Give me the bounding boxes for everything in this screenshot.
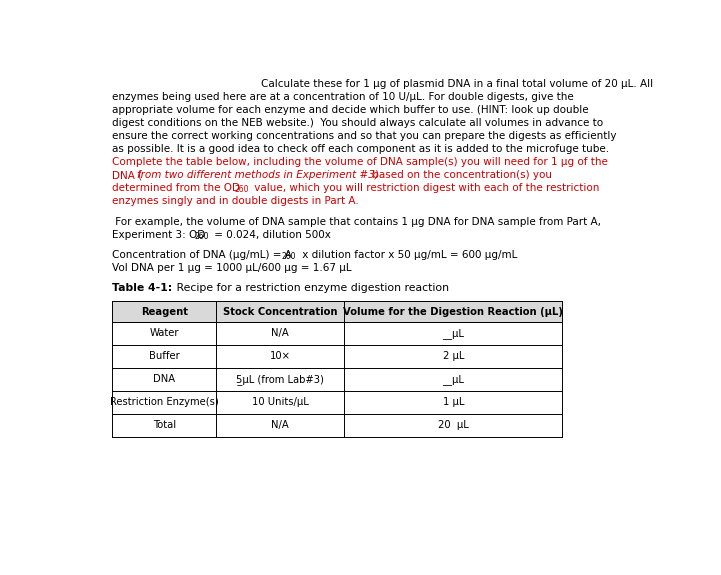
Text: Complete the table below, including the volume of DNA sample(s) you will need fo: Complete the table below, including the …	[112, 157, 609, 167]
Text: from two different methods in Experiment #3): from two different methods in Experiment…	[136, 170, 379, 180]
Text: 1 μL: 1 μL	[443, 397, 464, 407]
Text: Volume for the Digestion Reaction (μL): Volume for the Digestion Reaction (μL)	[343, 306, 563, 317]
Text: enzymes being used here are at a concentration of 10 U/μL. For double digests, g: enzymes being used here are at a concent…	[112, 92, 574, 102]
Text: Vol DNA per 1 μg = 1000 μL/600 μg = 1.67 μL: Vol DNA per 1 μg = 1000 μL/600 μg = 1.67…	[112, 263, 352, 273]
Text: Stock Concentration: Stock Concentration	[223, 306, 337, 317]
Text: DNA (: DNA (	[112, 170, 143, 180]
Text: appropriate volume for each enzyme and decide which buffer to use. (HINT: look u: appropriate volume for each enzyme and d…	[112, 105, 589, 115]
Text: Water: Water	[149, 328, 179, 338]
Text: Concentration of DNA (μg/mL) = A: Concentration of DNA (μg/mL) = A	[112, 250, 292, 260]
Text: 20  μL: 20 μL	[438, 420, 469, 431]
Text: enzymes singly and in double digests in Part A.: enzymes singly and in double digests in …	[112, 196, 359, 206]
Text: Table 4-1:: Table 4-1:	[112, 283, 173, 293]
Text: N/A: N/A	[271, 420, 289, 431]
Text: 260: 260	[195, 232, 209, 241]
Text: determined from the OD: determined from the OD	[112, 183, 241, 193]
Text: Reagent: Reagent	[141, 306, 187, 317]
Text: value, which you will restriction digest with each of the restriction: value, which you will restriction digest…	[251, 183, 599, 193]
Text: Calculate these for 1 μg of plasmid DNA in a final total volume of 20 μL. All: Calculate these for 1 μg of plasmid DNA …	[260, 79, 653, 89]
Text: x dilution factor x 50 μg/mL = 600 μg/mL: x dilution factor x 50 μg/mL = 600 μg/mL	[298, 250, 517, 260]
Bar	[112, 301, 562, 322]
Text: 10×: 10×	[270, 351, 291, 361]
Text: N/A: N/A	[271, 328, 289, 338]
Text: digest conditions on the NEB website.)  You should always calculate all volumes : digest conditions on the NEB website.) Y…	[112, 118, 603, 128]
Text: = 0.024, dilution 500x: = 0.024, dilution 500x	[211, 229, 331, 240]
Text: Recipe for a restriction enzyme digestion reaction: Recipe for a restriction enzyme digestio…	[173, 283, 449, 293]
Text: Experiment 3: OD: Experiment 3: OD	[112, 229, 205, 240]
Text: 260: 260	[234, 186, 249, 194]
Text: based on the concentration(s) you: based on the concentration(s) you	[369, 170, 552, 180]
Text: For example, the volume of DNA sample that contains 1 μg DNA for DNA sample from: For example, the volume of DNA sample th…	[112, 217, 601, 227]
Text: Buffer: Buffer	[149, 351, 180, 361]
Text: __μL: __μL	[443, 374, 464, 385]
Text: 2 μL: 2 μL	[443, 351, 464, 361]
Text: 10 Units/μL: 10 Units/μL	[252, 397, 309, 407]
Text: ensure the correct working concentrations and so that you can prepare the digest: ensure the correct working concentration…	[112, 131, 617, 141]
Text: Total: Total	[153, 420, 176, 431]
Text: Restriction Enzyme(s): Restriction Enzyme(s)	[110, 397, 218, 407]
Text: __μL: __μL	[443, 328, 464, 339]
Text: 260: 260	[282, 252, 296, 261]
Text: 5̲μL (from Lab#3): 5̲μL (from Lab#3)	[236, 374, 324, 385]
Text: as possible. It is a good idea to check off each component as it is added to the: as possible. It is a good idea to check …	[112, 144, 609, 154]
Text: DNA: DNA	[153, 374, 175, 384]
